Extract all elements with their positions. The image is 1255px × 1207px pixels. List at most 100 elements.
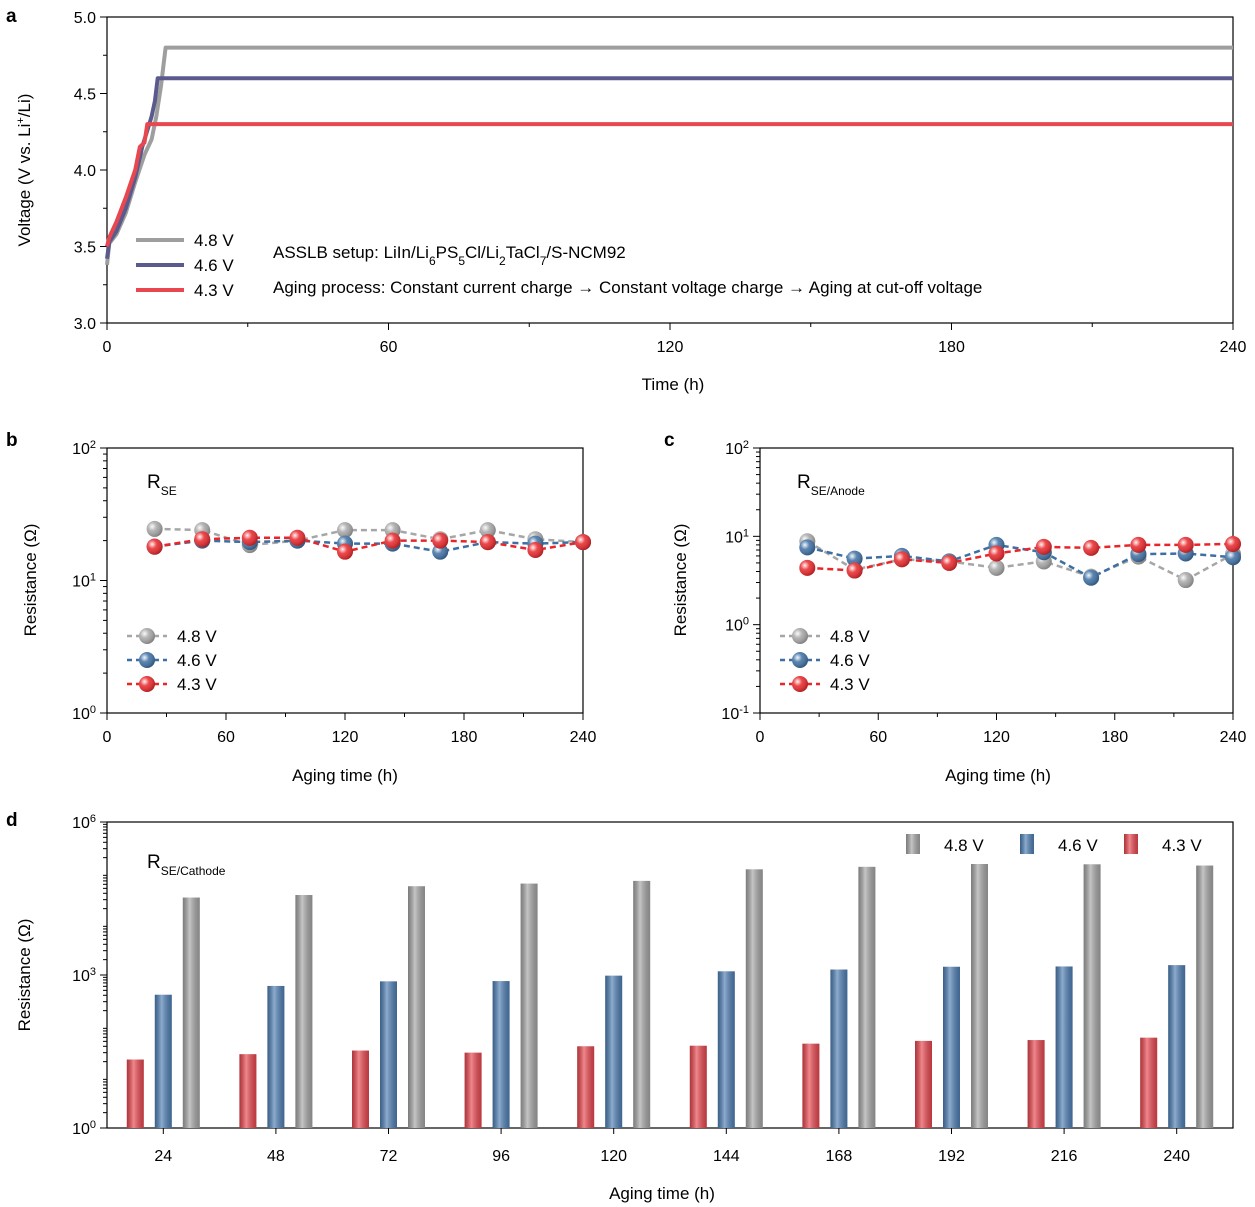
legend-label: 4.8 V <box>830 627 870 646</box>
y-tick-label: 100 <box>725 616 749 635</box>
x-tick-label: 240 <box>570 729 597 746</box>
x-tick-label-a: 0 <box>103 339 112 356</box>
legend-label-a: 4.3 V <box>194 281 234 300</box>
x-tick-label-d: 192 <box>938 1148 965 1165</box>
panel-label-c: c <box>664 430 675 451</box>
data-point-highlight <box>384 532 401 549</box>
bar-shade <box>689 1045 707 1128</box>
legend-marker-highlight <box>792 676 808 692</box>
panel-a-voltage-chart: a 0 60 120 180 240 3.0 3.5 4.0 4.5 5.0 4.8 V 4.6 V 4… <box>6 6 1246 394</box>
y-tick-label-d: 103 <box>72 966 96 985</box>
x-tick-label-a: 240 <box>1220 339 1247 356</box>
bar-shade <box>352 1050 369 1128</box>
bar-shade <box>295 895 313 1128</box>
x-axis-label-a: Time (h) <box>642 375 705 394</box>
data-point-highlight <box>337 543 353 560</box>
x-tick-label: 0 <box>103 729 112 746</box>
bar-shade <box>520 883 538 1128</box>
x-tick-label-d: 144 <box>713 1148 740 1165</box>
data-point-highlight <box>799 559 816 576</box>
panel-label-a: a <box>6 6 17 27</box>
annotation-aging: Aging process: Constant current charge →… <box>273 278 982 297</box>
data-point-highlight <box>527 541 544 558</box>
data-point-highlight <box>194 531 211 548</box>
data-point-highlight <box>289 529 306 546</box>
bar-shade <box>1055 966 1073 1128</box>
y-tick-label: 102 <box>72 439 96 458</box>
y-tick-label-a: 4.0 <box>74 163 96 180</box>
x-tick-label: 60 <box>869 729 887 746</box>
series-line-4.8V <box>806 540 1234 582</box>
bar-shade <box>1168 965 1186 1128</box>
series-title-d: RSE/Cathode <box>147 852 226 878</box>
y-tick-label: 102 <box>725 439 749 458</box>
legend-marker-highlight <box>792 652 808 668</box>
series-title-b: RSE <box>147 472 177 498</box>
bar-shade <box>182 897 200 1128</box>
x-tick-label-a: 120 <box>657 339 684 356</box>
data-point-highlight <box>479 522 496 539</box>
series-line-4.6V <box>154 539 584 553</box>
y-tick-label-d: 106 <box>72 813 96 832</box>
y-tick-label: 101 <box>72 572 96 591</box>
bar-shade <box>971 864 988 1128</box>
legend-label: 4.3 V <box>177 675 217 694</box>
data-point-highlight <box>846 550 863 567</box>
bar-shade <box>830 969 848 1128</box>
annotation-setup: ASSLB setup: LiIn/Li6PS5Cl/Li2TaCl7/S-NC… <box>273 243 626 268</box>
data-point-highlight <box>1130 536 1147 553</box>
data-point-highlight <box>241 529 258 546</box>
data-point-highlight <box>941 554 958 571</box>
data-point-highlight <box>1177 536 1194 553</box>
plot-area-b: 0 60 120 180 240 100 101 102 4.8 V 4.6 V 4.3 V <box>72 439 596 746</box>
panel-label-b: b <box>6 430 18 451</box>
y-tick-label: 100 <box>72 704 96 723</box>
bar-shade <box>239 1054 257 1128</box>
plot-frame <box>106 447 584 714</box>
x-tick-label-d: 48 <box>267 1148 285 1165</box>
bar-shade <box>915 1040 932 1128</box>
x-tick-label: 120 <box>332 729 359 746</box>
data-point-highlight <box>988 545 1005 562</box>
legend-label: 4.6 V <box>830 651 870 670</box>
data-point-highlight <box>893 551 910 568</box>
x-tick-label: 180 <box>1101 729 1128 746</box>
x-tick-label-d: 24 <box>154 1148 172 1165</box>
plot-area-c: 0 60 120 180 240 10-1 100 101 102 4.8 V 4.6 V 4.3 V <box>721 439 1246 746</box>
bar-shade <box>802 1043 820 1128</box>
y-tick-label-d: 100 <box>72 1119 96 1138</box>
legend-label-a: 4.6 V <box>194 256 234 275</box>
panel-b-rse-chart: b 0 60 120 180 240 100 101 102 4.8 V 4.6 V 4.3 V A… <box>6 430 596 785</box>
bar-shade <box>154 994 172 1128</box>
x-tick-label-a: 60 <box>380 339 398 356</box>
series-line-4.3V <box>105 122 1233 247</box>
x-tick-label-d: 168 <box>826 1148 853 1165</box>
y-axis-label-a: Voltage (V vs. Li+/Li) <box>15 94 34 247</box>
bar-shade <box>717 971 735 1128</box>
bar-shade <box>577 1046 595 1128</box>
x-tick-label-d: 240 <box>1163 1148 1190 1165</box>
x-tick-label-d: 216 <box>1051 1148 1078 1165</box>
data-point-highlight <box>146 538 163 555</box>
x-tick-label: 120 <box>983 729 1010 746</box>
data-point-highlight <box>337 522 353 539</box>
x-tick-label-d: 120 <box>600 1148 627 1165</box>
x-tick-label: 0 <box>756 729 765 746</box>
y-tick-label-a: 5.0 <box>74 10 96 27</box>
y-axis-label-d: Resistance (Ω) <box>15 919 34 1032</box>
legend-marker-highlight <box>792 628 808 644</box>
y-tick-label: 101 <box>725 527 749 546</box>
data-point-highlight <box>1177 572 1194 589</box>
x-tick-label: 180 <box>451 729 478 746</box>
y-tick-label-a: 4.5 <box>74 87 96 104</box>
legend-marker-highlight <box>139 628 155 644</box>
series-line-4.6V <box>105 76 1233 259</box>
x-tick-label-a: 180 <box>938 339 965 356</box>
bar-shade <box>745 869 763 1128</box>
panel-d-rse-cathode-chart: d 100 103 106 24 48 72 96 120 144 168 192 216 240 4.8… <box>6 810 1234 1203</box>
bar-shade <box>1027 1040 1045 1128</box>
legend-label-d: 4.6 V <box>1058 836 1098 855</box>
y-tick-label-a: 3.5 <box>74 240 96 257</box>
series-line-4.3V <box>807 542 1234 572</box>
bar-shade <box>492 981 510 1128</box>
